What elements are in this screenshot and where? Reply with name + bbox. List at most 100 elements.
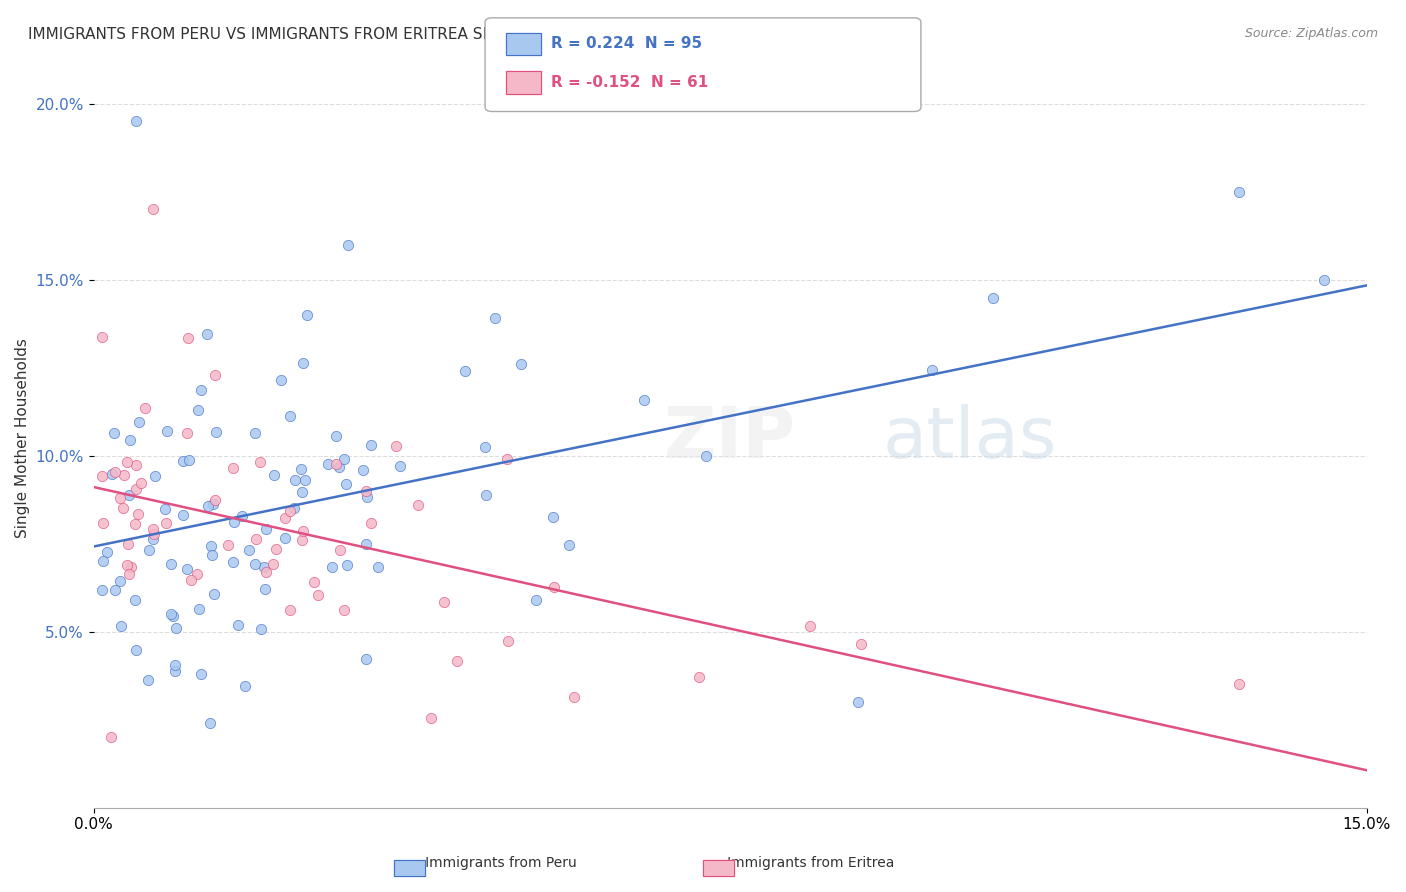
Point (524, 592, 547, 607)
Point (356, 484, 378, 499)
Point (153, 501, 176, 516)
Text: ▪  Immigrants from Peru: ▪ Immigrants from Peru (408, 855, 576, 870)
Point (204, 368, 226, 383)
Text: R = -0.152  N = 61: R = -0.152 N = 61 (551, 75, 709, 89)
Point (325, 458, 347, 472)
Point (124, 516, 146, 531)
Point (454, 364, 477, 378)
Point (91, 330, 114, 344)
Point (360, 516, 382, 530)
Point (120, 560, 142, 574)
Point (202, 587, 225, 601)
Point (274, 531, 297, 545)
Point (329, 543, 352, 558)
Point (484, 311, 506, 326)
Point (180, 573, 202, 587)
Point (245, 532, 267, 546)
Point (142, 202, 165, 217)
Point (263, 467, 285, 482)
Point (91, 554, 114, 568)
Point (367, 560, 389, 574)
Point (851, 637, 873, 651)
Point (120, 434, 142, 448)
Point (100, 731, 122, 745)
Point (143, 469, 166, 483)
Point (172, 508, 194, 523)
Point (238, 542, 260, 557)
Point (103, 426, 125, 441)
Point (136, 673, 159, 687)
Point (222, 555, 245, 569)
Text: Source: ZipAtlas.com: Source: ZipAtlas.com (1244, 27, 1378, 40)
Point (498, 634, 520, 648)
Point (274, 510, 297, 524)
Point (388, 459, 411, 474)
Text: atlas: atlas (883, 403, 1057, 473)
Point (352, 463, 374, 477)
Point (125, 114, 148, 128)
Point (633, 392, 655, 407)
Point (233, 679, 256, 693)
Point (419, 711, 441, 725)
Point (278, 503, 301, 517)
Point (335, 477, 357, 491)
Point (1229, 185, 1251, 199)
Point (177, 331, 200, 345)
Point (253, 559, 276, 574)
Point (162, 608, 184, 623)
Point (384, 439, 406, 453)
Point (270, 373, 292, 387)
Point (118, 567, 141, 582)
Point (294, 473, 316, 487)
Point (292, 524, 315, 538)
Point (408, 498, 430, 512)
Point (291, 533, 314, 547)
Point (112, 467, 135, 482)
Point (176, 426, 198, 441)
Point (295, 308, 318, 322)
Point (217, 537, 239, 551)
Point (155, 516, 177, 531)
Point (474, 440, 496, 454)
Point (557, 538, 579, 552)
Point (195, 326, 218, 341)
Point (142, 532, 165, 546)
Point (115, 558, 138, 572)
Point (302, 575, 325, 590)
Point (249, 455, 271, 469)
Point (332, 452, 354, 467)
Point (91, 516, 114, 530)
Point (101, 467, 124, 482)
Point (204, 492, 226, 507)
Point (283, 500, 305, 515)
Point (336, 558, 359, 573)
Point (187, 403, 209, 417)
Point (799, 619, 821, 633)
Point (446, 654, 468, 668)
Point (117, 537, 139, 551)
Point (197, 499, 219, 513)
Point (243, 425, 266, 440)
Point (142, 522, 165, 536)
Point (278, 603, 301, 617)
Text: ZIP: ZIP (664, 403, 796, 473)
Point (200, 716, 222, 731)
Point (128, 415, 150, 429)
Point (356, 490, 378, 504)
Point (172, 454, 194, 468)
Point (176, 562, 198, 576)
Point (254, 582, 277, 596)
Point (125, 482, 148, 496)
Point (688, 670, 710, 684)
Point (921, 363, 943, 377)
Point (138, 543, 160, 558)
Text: ▪  Immigrants from Eritrea: ▪ Immigrants from Eritrea (709, 855, 894, 870)
Point (188, 602, 211, 616)
Point (110, 491, 132, 505)
Point (159, 607, 181, 621)
Point (231, 508, 253, 523)
Point (321, 559, 343, 574)
Point (695, 449, 717, 463)
Point (221, 461, 243, 475)
Point (200, 548, 222, 562)
